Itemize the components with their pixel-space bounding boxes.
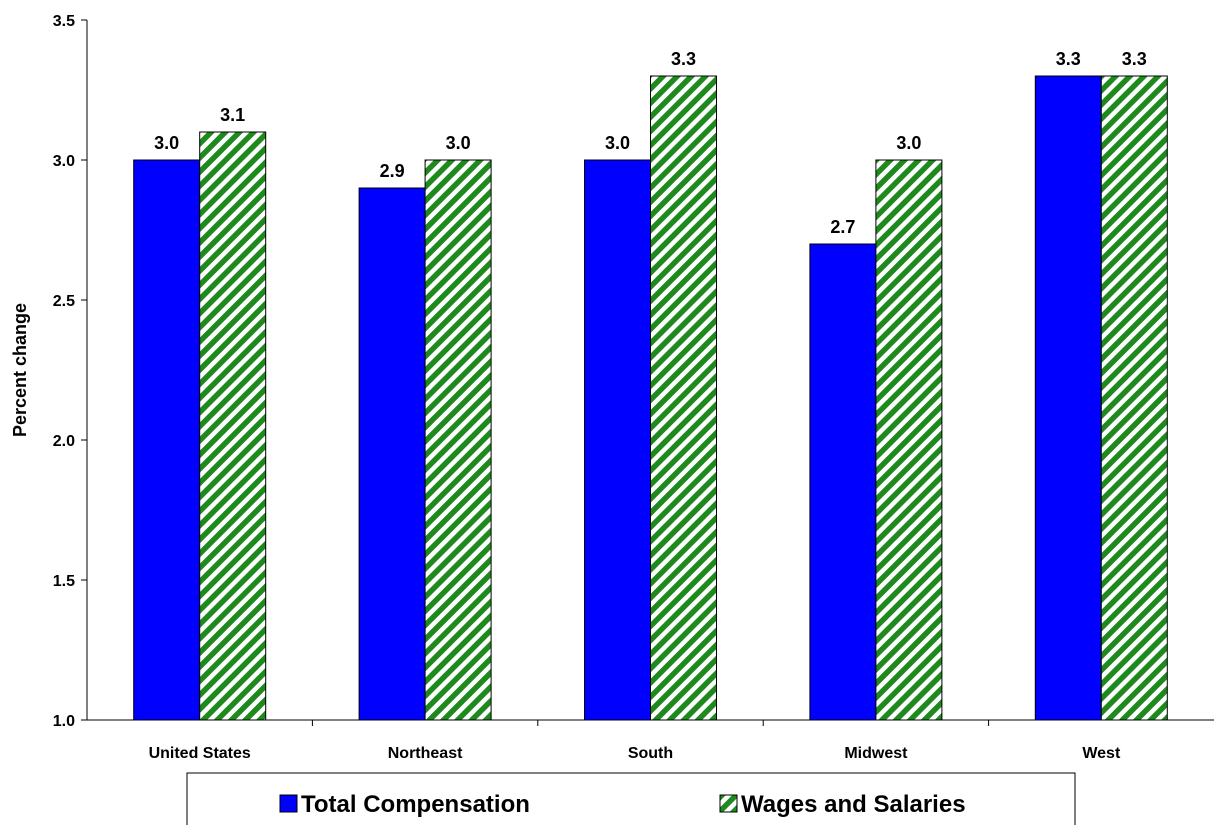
bar bbox=[585, 160, 651, 720]
legend: Total Compensation Wages and Salaries bbox=[187, 773, 1075, 825]
data-label: 2.7 bbox=[830, 217, 855, 237]
data-label: 3.0 bbox=[446, 133, 471, 153]
y-tick-label: 1.0 bbox=[53, 713, 75, 730]
y-axis-title: Percent change bbox=[10, 303, 30, 437]
data-label: 3.3 bbox=[1122, 49, 1147, 69]
legend-swatch bbox=[280, 795, 297, 812]
data-label: 3.0 bbox=[605, 133, 630, 153]
bar bbox=[134, 160, 200, 720]
bar bbox=[200, 132, 266, 720]
y-tick-label: 2.5 bbox=[53, 293, 75, 310]
x-tick-label: South bbox=[628, 745, 673, 762]
data-label: 3.0 bbox=[896, 133, 921, 153]
data-label: 2.9 bbox=[380, 161, 405, 181]
legend-label: Wages and Salaries bbox=[741, 791, 966, 818]
bar bbox=[425, 160, 491, 720]
legend-label: Total Compensation bbox=[301, 791, 530, 818]
x-tick-label: West bbox=[1082, 745, 1121, 762]
data-label: 3.0 bbox=[154, 133, 179, 153]
bar bbox=[876, 160, 942, 720]
data-label: 3.3 bbox=[671, 49, 696, 69]
bar bbox=[651, 76, 717, 720]
legend-swatch bbox=[720, 795, 737, 812]
x-tick-label: United States bbox=[149, 745, 251, 762]
y-tick-label: 3.5 bbox=[53, 13, 75, 30]
x-tick-label: Midwest bbox=[844, 745, 908, 762]
bar bbox=[810, 244, 876, 720]
data-label: 3.3 bbox=[1056, 49, 1081, 69]
bar bbox=[1101, 76, 1167, 720]
y-tick-label: 2.0 bbox=[53, 433, 75, 450]
bar bbox=[359, 188, 425, 720]
bar bbox=[1035, 76, 1101, 720]
x-tick-label: Northeast bbox=[388, 745, 463, 762]
data-label: 3.1 bbox=[220, 105, 245, 125]
y-tick-label: 3.0 bbox=[53, 153, 75, 170]
bars bbox=[134, 76, 1168, 720]
y-tick-label: 1.5 bbox=[53, 573, 75, 590]
